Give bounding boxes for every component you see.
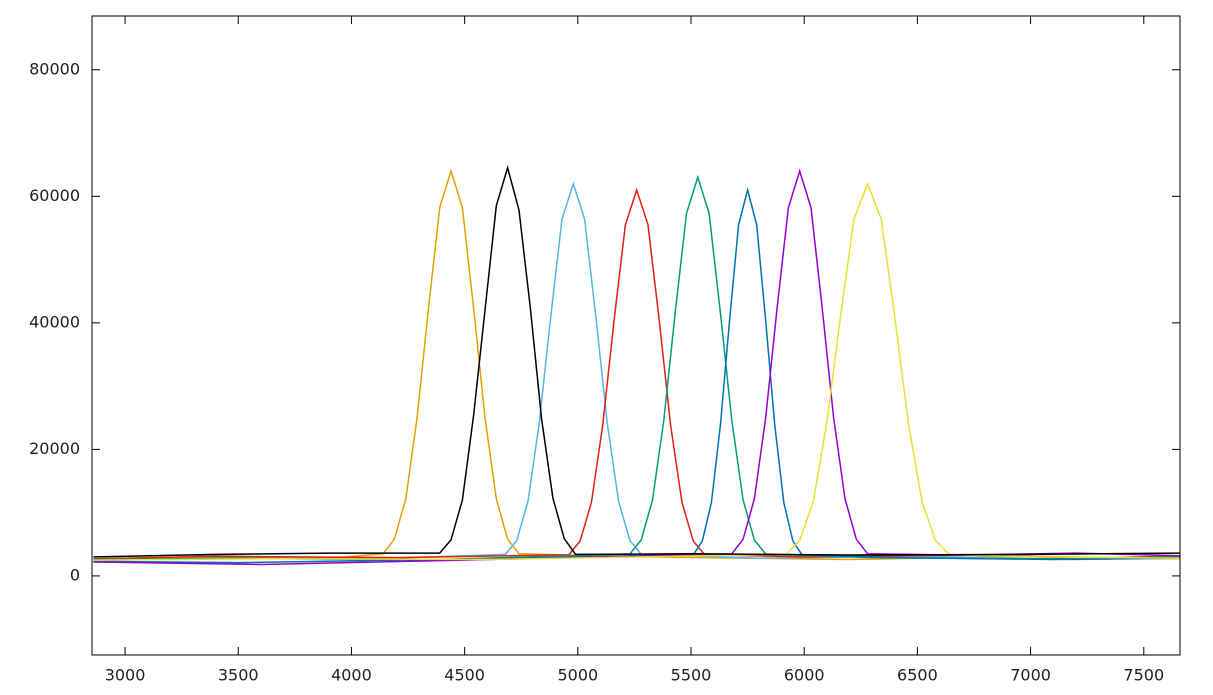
series-line [93, 165, 1181, 558]
x-tick-label: 5500 [671, 666, 712, 685]
series-line [93, 168, 1181, 561]
y-tick-label: 20000 [29, 439, 80, 458]
x-tick-label: 7000 [1010, 666, 1051, 685]
x-tick-label: 3500 [218, 666, 259, 685]
y-tick-label: 40000 [29, 312, 80, 331]
x-tick-label: 4500 [444, 666, 485, 685]
series-line [93, 187, 1181, 564]
series-line [93, 181, 1181, 561]
series-line [93, 168, 1181, 566]
y-tick-label: 80000 [29, 59, 80, 78]
series-line [93, 187, 1181, 560]
x-tick-label: 5000 [557, 666, 598, 685]
x-tick-label: 7500 [1123, 666, 1164, 685]
x-tick-label: 6000 [784, 666, 825, 685]
x-tick-label: 6500 [897, 666, 938, 685]
y-tick-label: 60000 [29, 186, 80, 205]
series-line [93, 181, 1181, 562]
x-tick-label: 4000 [331, 666, 372, 685]
y-tick-label: 0 [70, 565, 80, 584]
series-line [93, 174, 1181, 561]
plot-frame [91, 15, 1181, 656]
x-tick-label: 3000 [105, 666, 146, 685]
